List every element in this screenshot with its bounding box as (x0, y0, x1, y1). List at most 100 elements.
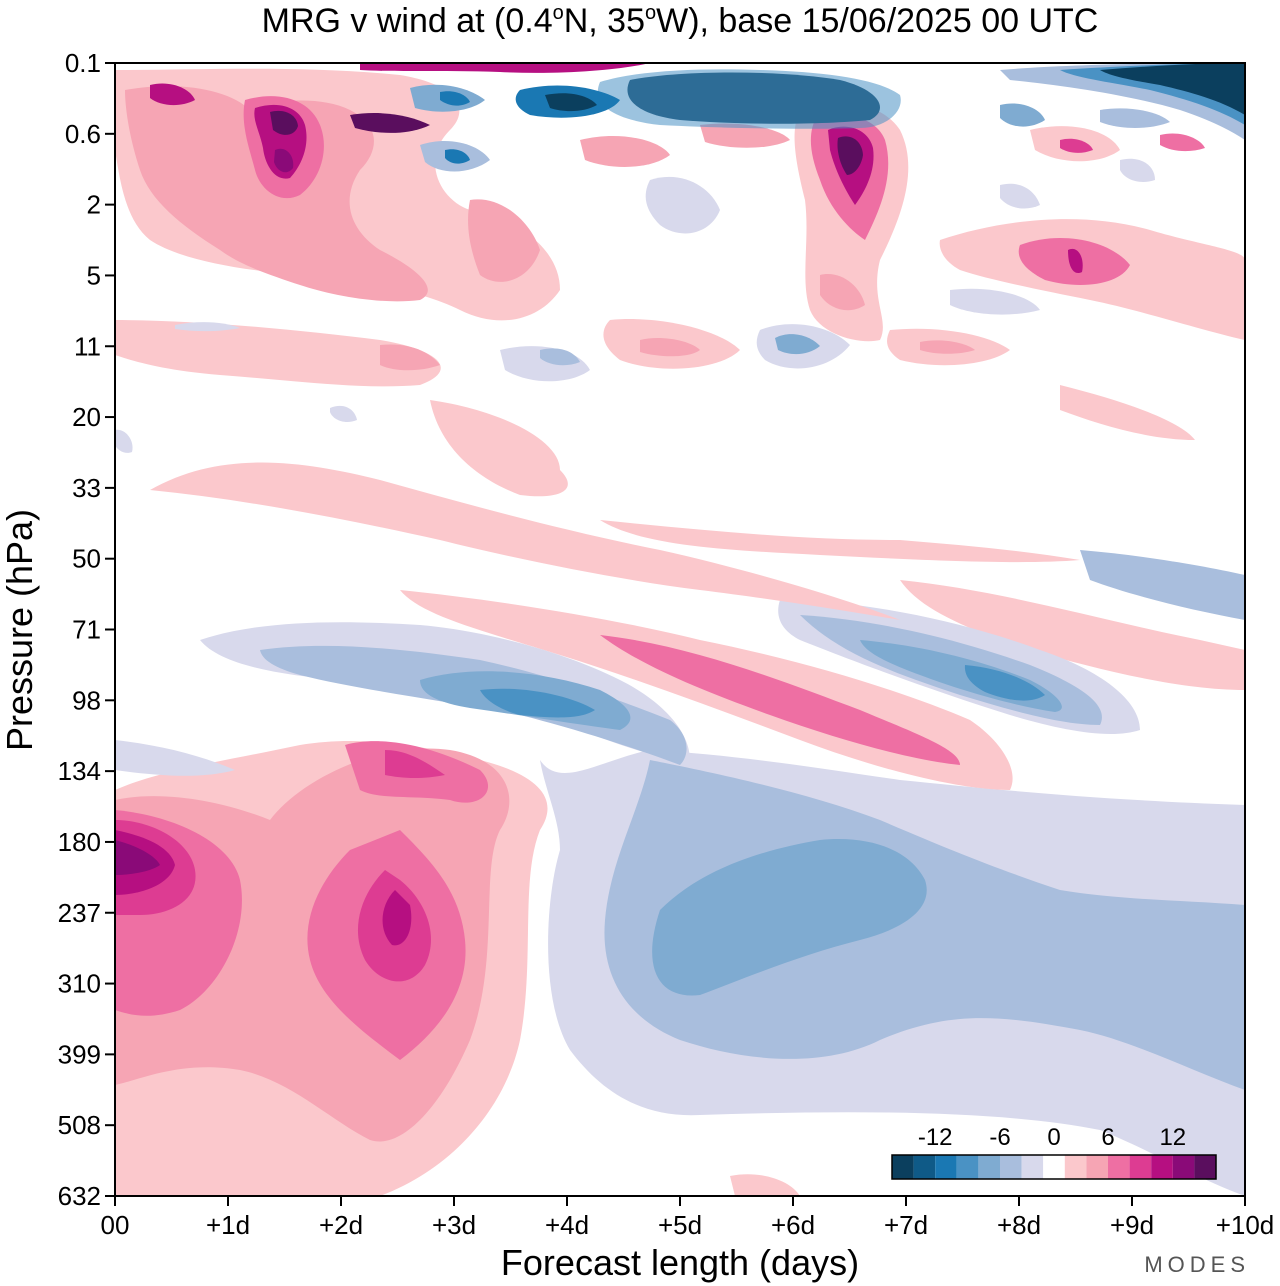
y-tick-label: 71 (72, 615, 101, 645)
contour-pos-upper-11 (700, 123, 790, 148)
contour-neg-small-1 (330, 405, 357, 423)
contour-neg-small-2 (175, 322, 240, 332)
contour-neg-upper-5 (645, 176, 720, 234)
colorbar-tick-label: 12 (1159, 1124, 1186, 1151)
x-axis-label: Forecast length (days) (501, 1242, 859, 1283)
colorbar-swatch (1151, 1155, 1173, 1179)
contour-neg-upper-10 (1000, 183, 1040, 209)
y-tick-label: 399 (58, 1039, 101, 1069)
contour-pos-strat-band4 (1060, 385, 1195, 440)
contour-neg-right-upper (1080, 550, 1245, 620)
y-tick-label: 0.6 (65, 119, 101, 149)
y-tick-label: 33 (72, 473, 101, 503)
contour-pos-strat-11f (920, 340, 975, 354)
contour-pos-strat-band2 (430, 400, 568, 497)
x-tick-label: +6d (771, 1210, 815, 1240)
contour-neg-lower-3 (652, 839, 927, 996)
contour-neg-lower-2 (604, 760, 1245, 1090)
contour-neg-upper-9 (950, 288, 1040, 315)
contour-field (115, 63, 1245, 1196)
contour-pos-band-2 (600, 635, 960, 765)
contour-pos-upper-6 (150, 83, 195, 106)
contour-neg-small-3 (115, 429, 133, 453)
contour-neg-upper-11 (1120, 158, 1155, 182)
contour-neg-band-right-4 (964, 665, 1045, 701)
x-tick-label: 00 (101, 1210, 130, 1240)
colorbar-swatch (1000, 1155, 1022, 1179)
contour-pos-right-3 (1068, 248, 1083, 274)
y-tick-label: 632 (58, 1181, 101, 1211)
contour-pos-col-4 (837, 136, 863, 175)
contour-neg-upper-2b (545, 93, 597, 112)
colorbar-swatch (1021, 1155, 1044, 1179)
contour-pos-lower-4c (385, 750, 445, 779)
y-axis-label: Pressure (hPa) (0, 509, 40, 751)
x-tick-label: +3d (432, 1210, 476, 1240)
y-tick-label: 20 (72, 402, 101, 432)
y-tick-label: 134 (58, 756, 101, 786)
y-tick-label: 237 (58, 898, 101, 928)
contour-pos-bottom (730, 1174, 800, 1196)
y-tick-label: 11 (74, 331, 101, 361)
contour-pos-col-lower (820, 274, 865, 311)
contour-pos-upper-5 (270, 110, 298, 135)
contour-pos-strat-11 (115, 320, 441, 387)
contour-neg-upper-4b (445, 149, 470, 164)
x-tick-label: +10d (1216, 1210, 1275, 1240)
contour-pos-band-right (900, 580, 1245, 690)
x-tick-label: +4d (545, 1210, 589, 1240)
contour-pos-upper-9 (468, 199, 540, 282)
colorbar-swatch (1108, 1155, 1130, 1179)
contour-pos-upper-10 (580, 135, 670, 167)
y-tick-label: 0.1 (65, 48, 101, 78)
contour-pos-lower-6 (115, 840, 160, 875)
colorbar-tick-label: -6 (989, 1124, 1010, 1151)
contour-neg-upper-1o (597, 69, 901, 129)
x-tick-label: +5d (658, 1210, 702, 1240)
y-tick-label: 508 (58, 1110, 101, 1140)
contour-neg-strat-11b (775, 334, 820, 355)
colorbar-frame (891, 1154, 1217, 1180)
colorbar-swatch (956, 1155, 979, 1179)
y-tick-label: 98 (72, 685, 101, 715)
contour-neg-left-strip (115, 740, 235, 776)
y-tick-label: 180 (58, 827, 101, 857)
colorbar-legend: -12 -6 0 6 12 (891, 1124, 1217, 1180)
colorbar-swatch (935, 1155, 957, 1179)
colorbar-swatch (1086, 1155, 1108, 1179)
colorbar-swatch (1172, 1155, 1195, 1179)
contour-pos-right-upper3 (1160, 133, 1205, 152)
colorbar-swatch (892, 1155, 914, 1179)
colorbar-swatch (1064, 1155, 1087, 1179)
colorbar-swatch (1194, 1155, 1216, 1179)
x-tick-label: +7d (884, 1210, 928, 1240)
contour-pos-strat-band (150, 462, 900, 620)
chart-title: MRG v wind at (0.4oN, 35oW), base 15/06/… (262, 2, 1099, 40)
contour-pos-upper-7 (350, 113, 430, 133)
contour-pos-strat-11d (640, 338, 700, 357)
contour-pos-upper-8 (360, 63, 650, 73)
contour-pos-upper-5b (274, 148, 294, 173)
contour-pos-right-upper2 (1060, 138, 1093, 153)
contour-neg-strat-11d (540, 348, 580, 366)
y-axis: 0.1 0.6 2 5 11 20 33 50 71 98 134 180 237 310 399 508 63… (58, 48, 115, 1211)
contour-neg-upper-3b (440, 91, 470, 106)
colorbar-swatch (1129, 1155, 1152, 1179)
x-tick-label: +8d (997, 1210, 1041, 1240)
y-tick-label: 2 (87, 190, 101, 220)
x-tick-label: +9d (1110, 1210, 1154, 1240)
colorbar-tick-label: 6 (1101, 1124, 1114, 1151)
x-tick-label: +1d (206, 1210, 250, 1240)
contour-pos-lower-5b (382, 890, 412, 946)
colorbar-swatch (1043, 1155, 1065, 1179)
contour-neg-band-4 (480, 688, 595, 718)
contour-neg-upper-8 (1100, 108, 1170, 128)
y-tick-label: 50 (72, 544, 101, 574)
colorbar-swatch (978, 1155, 1000, 1179)
contour-pos-strat-11b (380, 344, 440, 371)
colorbar-swatch (913, 1155, 936, 1179)
y-tick-label: 5 (87, 260, 101, 290)
y-tick-label: 310 (58, 969, 101, 999)
contour-pos-strat-band3 (600, 520, 1080, 563)
